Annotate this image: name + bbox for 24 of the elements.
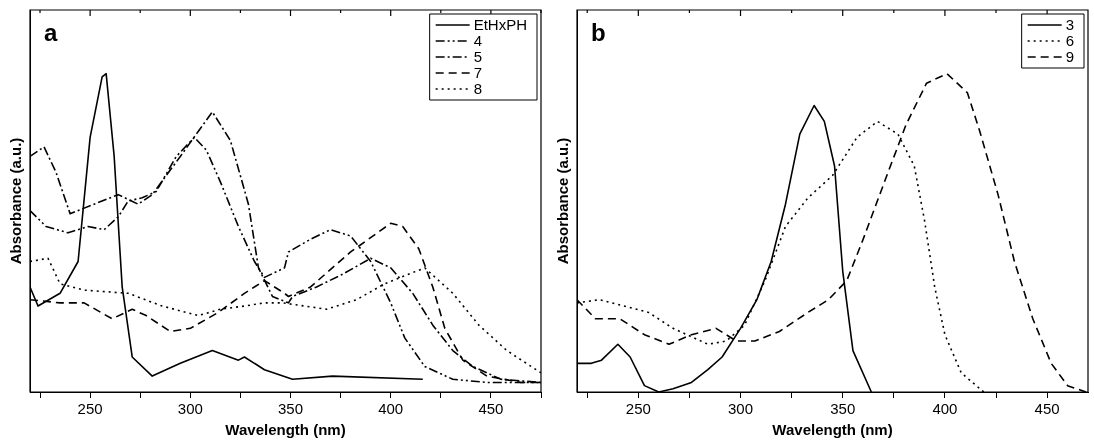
- x-tick-label: 300: [177, 400, 203, 418]
- legend-label: 8: [473, 80, 482, 98]
- x-axis-title: Wavelength (nm): [225, 421, 346, 439]
- x-tick-label: 400: [932, 400, 958, 418]
- legend-label: 6: [1065, 32, 1074, 50]
- legend-label: 7: [473, 64, 482, 82]
- chart-title: a: [44, 18, 58, 46]
- legend-label: 3: [1065, 16, 1074, 34]
- x-tick-label: 250: [625, 400, 651, 418]
- legend-label: 9: [1065, 48, 1074, 66]
- legend-label: 4: [473, 32, 482, 50]
- x-tick-label: 250: [77, 400, 103, 418]
- x-tick-label: 350: [830, 400, 856, 418]
- x-tick-label: 300: [728, 400, 754, 418]
- x-tick-label: 350: [277, 400, 304, 418]
- x-tick-label: 450: [1034, 400, 1060, 418]
- y-axis-title: Absorbance (a.u.): [7, 137, 25, 265]
- x-tick-label: 450: [478, 400, 504, 418]
- y-axis-title: Absorbance (a.u.): [554, 137, 572, 265]
- x-axis-title: Wavelength (nm): [772, 421, 893, 439]
- legend-label: EtHxPH: [473, 16, 527, 34]
- x-tick-label: 400: [378, 400, 404, 418]
- chart-title: b: [591, 18, 606, 46]
- legend-label: 5: [473, 48, 482, 66]
